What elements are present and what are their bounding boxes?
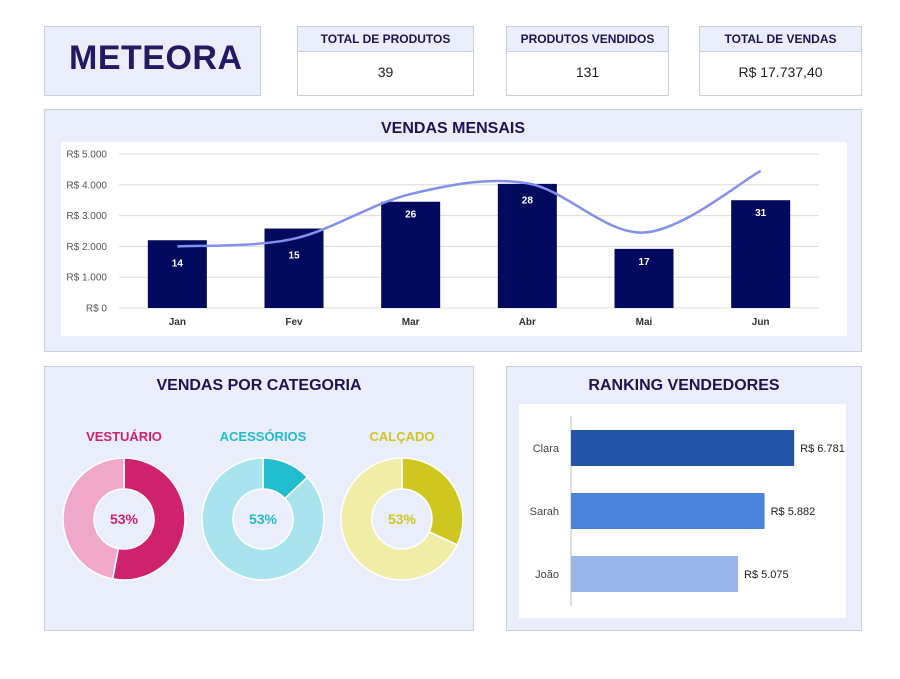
kpi-label: PRODUTOS VENDIDOS	[507, 27, 668, 52]
data-label: 31	[755, 208, 767, 219]
data-label: 28	[522, 195, 534, 206]
data-label: 17	[638, 257, 650, 268]
donut-slice	[401, 457, 464, 546]
donut-slice	[111, 457, 186, 581]
ranking-title: RANKING VENDEDORES	[588, 377, 780, 394]
brand-panel: METEORA	[44, 26, 261, 96]
kpi-value: 39	[377, 64, 394, 80]
y-tick-label: R$ 0	[86, 304, 108, 315]
monthly-sales-chart: R$ 0 R$ 1.000 R$ 2.000 R$ 3.000 R$ 4.000 R$ 5…	[61, 142, 847, 336]
y-tick-label: R$ 3.000	[66, 211, 107, 222]
ranking-chart: Clara R$ 6.781 Sarah R$ 5.882 João R$ 5.075	[519, 404, 846, 618]
category-label: ACESSÓRIOS	[220, 429, 307, 444]
kpi-value: R$ 17.737,40	[738, 64, 823, 80]
donut-slice	[201, 457, 325, 581]
donut-center-label: 53%	[249, 511, 278, 527]
data-label: R$ 6.781	[800, 443, 845, 455]
bar	[497, 183, 557, 308]
category-title: VENDAS POR CATEGORIA	[156, 377, 362, 394]
series-line	[177, 169, 762, 248]
x-tick-label: Abr	[519, 317, 536, 328]
category-tick-label: Clara	[533, 443, 560, 455]
category-label: CALÇADO	[370, 429, 435, 444]
bar	[731, 200, 791, 308]
data-label: R$ 5.882	[771, 506, 816, 518]
kpi-value: 131	[575, 64, 600, 80]
data-label: 15	[288, 251, 300, 262]
brand-logo: METEORA	[69, 39, 243, 77]
kpi-label: TOTAL DE PRODUTOS	[298, 27, 473, 52]
donut-slice	[62, 457, 125, 580]
y-tick-label: R$ 4.000	[66, 180, 107, 191]
x-tick-label: Mar	[402, 317, 420, 328]
y-tick-label: R$ 5.000	[66, 150, 107, 161]
donut-center-label: 53%	[388, 511, 417, 527]
ranking-panel: RANKING VENDEDORES Clara R$ 6.781 Sarah R$ …	[506, 366, 862, 631]
x-tick-label: Fev	[285, 317, 303, 328]
monthly-sales-title: VENDAS MENSAIS	[380, 120, 526, 137]
kpi-label: TOTAL DE VENDAS	[700, 27, 861, 52]
category-panel: VENDAS POR CATEGORIA VESTUÁRIO 53% ACESSÓR…	[44, 366, 474, 631]
bar	[571, 493, 765, 529]
x-tick-label: Jun	[752, 317, 770, 328]
y-tick-label: R$ 1.000	[66, 273, 107, 284]
category-label: VESTUÁRIO	[86, 429, 162, 444]
data-label: R$ 5.075	[744, 569, 789, 581]
data-label: 26	[405, 210, 417, 221]
donut-slice	[340, 457, 459, 581]
x-tick-label: Mai	[636, 317, 653, 328]
bar	[571, 430, 795, 466]
category-tick-label: João	[535, 569, 559, 581]
category-tick-label: Sarah	[530, 506, 559, 518]
bar	[381, 201, 441, 308]
donut-center-label: 53%	[110, 511, 139, 527]
monthly-sales-panel: VENDAS MENSAIS R$ 0 R$ 1.000 R$ 2.000 R$ 3.…	[44, 109, 862, 352]
x-tick-label: Jan	[169, 317, 186, 328]
kpi-total-vendas: TOTAL DE VENDAS R$ 17.737,40	[699, 26, 862, 96]
data-label: 14	[172, 258, 184, 269]
kpi-produtos-vendidos: PRODUTOS VENDIDOS 131	[506, 26, 669, 96]
bar	[571, 556, 739, 592]
bar	[264, 228, 324, 308]
bar	[147, 240, 207, 308]
category-donuts: VESTUÁRIO 53% ACESSÓRIOS 53% CALÇADO 53%	[62, 429, 464, 581]
bar	[614, 248, 674, 308]
y-tick-label: R$ 2.000	[66, 242, 107, 253]
kpi-total-produtos: TOTAL DE PRODUTOS 39	[297, 26, 474, 96]
